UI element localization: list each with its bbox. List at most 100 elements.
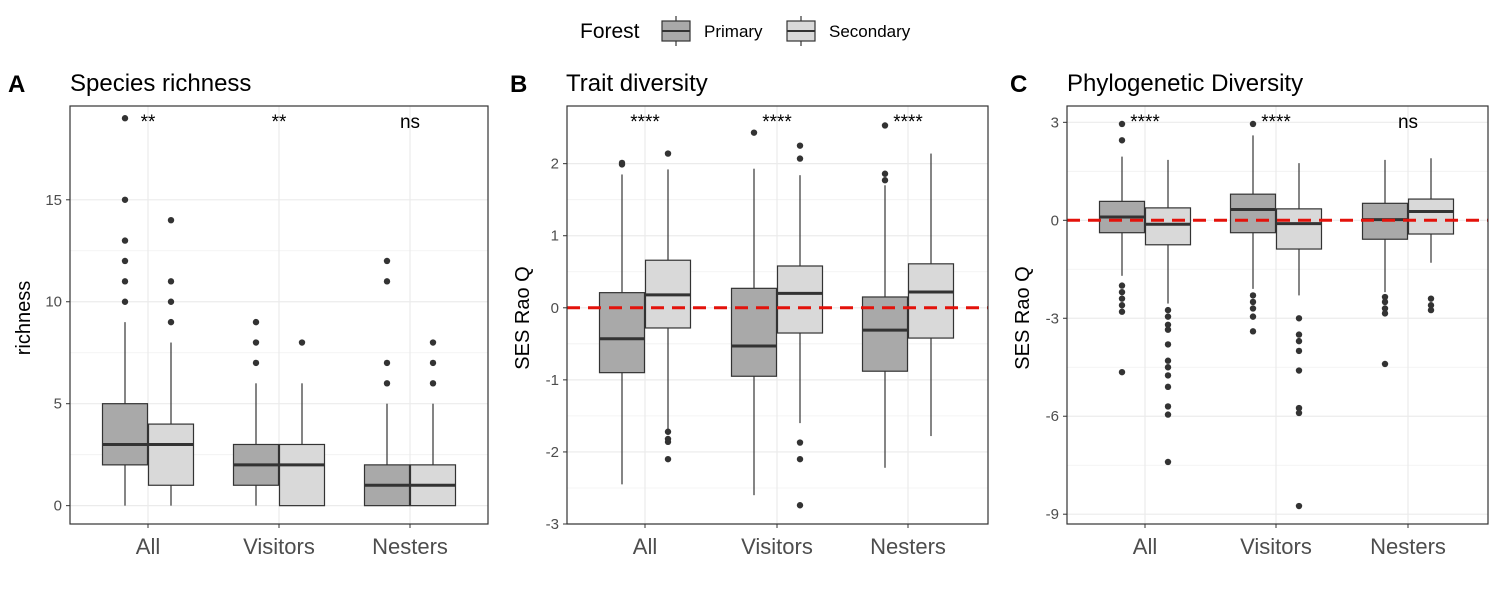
outlier-point <box>1164 372 1172 379</box>
outlier-point <box>383 278 391 285</box>
outlier-point <box>167 298 175 305</box>
panel-trait-diversity: B Trait diversity SES Rao Q -3 -2 -1 0 1 2 All… <box>510 70 989 559</box>
x-tick-label: Nesters <box>372 534 448 559</box>
outlier-point <box>750 129 758 136</box>
outlier-point <box>1295 315 1303 322</box>
panel-tag-b: B <box>510 71 527 98</box>
y-tick-label: -6 <box>1046 408 1059 425</box>
outlier-point <box>1164 357 1172 364</box>
outlier-point <box>1164 306 1172 314</box>
plot-border <box>1066 105 1489 525</box>
outlier-point <box>1118 308 1126 315</box>
x-tick-label: All <box>136 534 160 559</box>
outlier-point <box>1118 282 1126 289</box>
outlier-point <box>167 216 175 224</box>
legend: Forest Primary Secondary <box>580 16 911 46</box>
box-secondary <box>776 265 824 334</box>
outlier-point <box>252 359 260 367</box>
outlier-point <box>1164 364 1172 371</box>
outlier-point <box>1118 120 1126 128</box>
y-tick-label: 2 <box>551 156 559 173</box>
outlier-point <box>298 339 306 346</box>
outlier-point <box>121 257 129 265</box>
outlier-point <box>1118 302 1126 309</box>
legend-key-primary <box>661 16 691 46</box>
outlier-point <box>1164 458 1172 466</box>
x-tick-label: All <box>633 534 657 559</box>
outlier-point <box>1164 313 1172 320</box>
x-tick-label: Visitors <box>1240 534 1312 559</box>
outlier-point <box>383 257 391 265</box>
significance-label: **** <box>1261 112 1291 133</box>
y-tick-label: 1 <box>551 228 559 245</box>
outlier-point <box>1118 137 1126 144</box>
significance-label: **** <box>893 112 923 133</box>
panel-phylogenetic-diversity: C Phylogenetic Diversity SES Rao Q -9 -6 -… <box>1010 70 1489 559</box>
outlier-point <box>1295 337 1303 345</box>
outlier-point <box>1118 368 1126 376</box>
outlier-point <box>383 380 391 387</box>
y-tick-label: 5 <box>54 396 62 413</box>
outlier-point <box>121 237 129 244</box>
outlier-point <box>252 318 260 326</box>
panel-tag-c: C <box>1010 71 1027 98</box>
outlier-point <box>1295 502 1303 510</box>
box-secondary <box>1275 208 1323 250</box>
x-tick-label: Nesters <box>1370 534 1446 559</box>
outlier-point <box>1295 367 1303 374</box>
outlier-point <box>1164 341 1172 348</box>
legend-key-secondary <box>786 16 816 46</box>
panel-title-phylogenetic-diversity: Phylogenetic Diversity <box>1067 70 1303 97</box>
outlier-point <box>796 155 804 162</box>
box-primary <box>730 287 778 377</box>
outlier-point <box>1249 120 1257 128</box>
outlier-point <box>167 318 175 326</box>
outlier-point <box>252 339 260 346</box>
y-axis-label-ses-rao-q: SES Rao Q <box>1012 266 1034 369</box>
outlier-point <box>429 380 437 387</box>
y-tick-label: 3 <box>1051 114 1059 131</box>
outlier-point <box>1427 306 1435 314</box>
box-primary <box>101 403 149 466</box>
x-tick-label: Visitors <box>243 534 315 559</box>
outlier-point <box>121 278 129 285</box>
outlier-point <box>1381 293 1389 301</box>
outlier-point <box>664 428 672 435</box>
box-secondary <box>147 423 195 486</box>
outlier-point <box>1249 328 1257 335</box>
box-secondary <box>907 263 955 339</box>
panel-title-species-richness: Species richness <box>70 70 251 97</box>
outlier-point <box>1381 305 1389 312</box>
outlier-point <box>429 359 437 367</box>
panel-title-trait-diversity: Trait diversity <box>566 70 708 97</box>
significance-label: ** <box>141 112 156 133</box>
panel-species-richness: A Species richness richness 0 5 10 15 All Vis… <box>8 70 489 559</box>
plot-background <box>1067 106 1488 524</box>
outlier-point <box>1164 321 1172 328</box>
outlier-point <box>121 115 129 122</box>
outlier-point <box>167 278 175 285</box>
outlier-point <box>664 438 672 446</box>
outlier-point <box>618 159 626 167</box>
significance-label: **** <box>630 112 660 133</box>
plot-border <box>69 105 489 525</box>
outlier-point <box>383 359 391 367</box>
outlier-point <box>1381 298 1389 306</box>
outlier-point <box>1427 302 1435 309</box>
panel-tag-a: A <box>8 71 25 98</box>
outlier-point <box>1249 313 1257 320</box>
significance-label: **** <box>762 112 792 133</box>
y-tick-label: -9 <box>1046 506 1059 523</box>
y-tick-label: -3 <box>546 516 559 533</box>
outlier-point <box>1295 347 1303 355</box>
significance-label: ** <box>272 112 287 133</box>
box-secondary <box>1144 207 1192 246</box>
y-axis-label-ses-rao-q: SES Rao Q <box>512 266 534 369</box>
outlier-point <box>121 196 129 203</box>
outlier-point <box>1164 411 1172 418</box>
outlier-point <box>881 170 889 177</box>
outlier-point <box>796 439 804 446</box>
outlier-point <box>1164 403 1172 410</box>
y-tick-label: 0 <box>54 498 62 515</box>
